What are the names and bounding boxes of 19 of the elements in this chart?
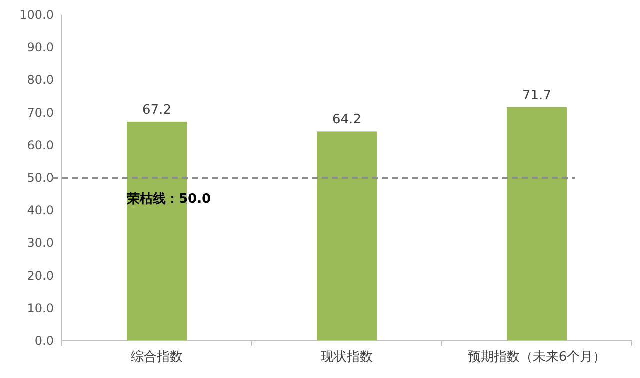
data-label: 71.7 — [522, 88, 552, 104]
x-tick-label: 预期指数（未来6个月） — [468, 350, 606, 365]
y-tick-label: 100.0 — [20, 8, 54, 22]
data-label: 64.2 — [332, 112, 362, 128]
y-tick-label: 90.0 — [27, 40, 54, 55]
y-tick-label: 60.0 — [27, 138, 54, 152]
bar — [507, 107, 567, 341]
x-tick-label: 综合指数 — [131, 350, 183, 365]
y-tick-label: 80.0 — [27, 73, 54, 88]
y-tick-label: 40.0 — [27, 204, 54, 218]
data-label: 67.2 — [142, 102, 172, 118]
bar — [317, 132, 377, 341]
y-tick-label: 50.0 — [27, 171, 54, 185]
y-tick-label: 70.0 — [27, 106, 54, 120]
y-tick-label: 10.0 — [27, 301, 54, 316]
y-tick-label: 20.0 — [27, 268, 54, 283]
x-tick-label: 现状指数 — [321, 350, 373, 365]
y-tick-label: 30.0 — [27, 236, 54, 250]
y-tick-label: 0.0 — [34, 334, 54, 348]
